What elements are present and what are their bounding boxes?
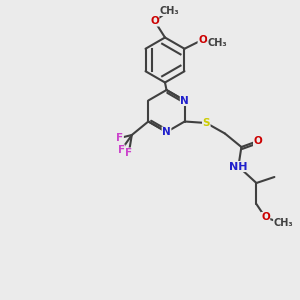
Text: CH₃: CH₃ [160,5,179,16]
Text: N: N [162,127,171,137]
Text: F: F [116,133,123,143]
Text: N: N [180,95,189,106]
Text: O: O [254,136,262,146]
Text: NH: NH [229,161,248,172]
Text: F: F [125,148,132,158]
Text: O: O [261,212,270,223]
Text: S: S [202,118,210,128]
Text: CH₃: CH₃ [274,218,293,229]
Text: F: F [118,145,125,155]
Text: O: O [150,16,159,26]
Text: O: O [198,35,207,45]
Text: CH₃: CH₃ [208,38,227,48]
